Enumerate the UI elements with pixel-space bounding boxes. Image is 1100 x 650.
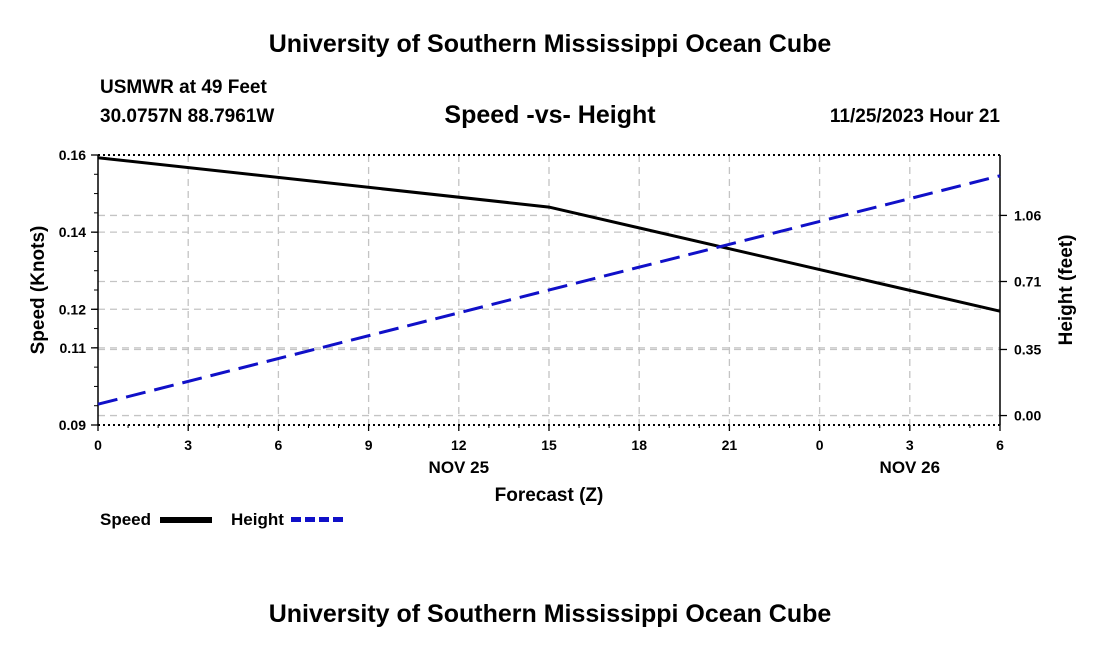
x-tick-label: 6	[275, 437, 283, 453]
forecast-date: 11/25/2023 Hour 21	[829, 106, 1000, 127]
speed-height-chart: 0 3 6 9 12 15 18 21 0 3 6 NOV 25 NOV 26 Forecast (Z) 0…	[28, 147, 1077, 506]
footer-title: University of Southern Mississippi Ocean…	[268, 600, 832, 628]
x-tick-label: 9	[365, 437, 373, 453]
right-tick-label: 0.35	[1014, 341, 1041, 357]
x-tick-label: 15	[541, 437, 557, 453]
legend-speed-label: Speed	[100, 510, 152, 529]
series-line-height	[97, 174, 1001, 406]
right-axis-title: Height (feet)	[1056, 235, 1077, 346]
main-title: University of Southern Mississippi Ocean…	[268, 30, 832, 58]
x-tick-label: 18	[631, 437, 647, 453]
right-tick-label: 0.00	[1014, 408, 1041, 424]
station-name: USMWR at 49 Feet	[100, 77, 267, 98]
legend-height-swatch	[291, 517, 343, 522]
right-tick-label: 1.06	[1014, 207, 1041, 223]
left-tick-label: 0.12	[59, 301, 86, 317]
x-date-label: NOV 26	[880, 458, 940, 477]
left-tick-label: 0.16	[59, 147, 86, 163]
left-tick-label: 0.09	[59, 417, 86, 433]
series-line-speed	[97, 156, 1001, 313]
x-tick-label: 3	[906, 437, 914, 453]
x-tick-label: 3	[184, 437, 192, 453]
x-tick-label: 12	[451, 437, 467, 453]
x-tick-label: 0	[94, 437, 102, 453]
right-tick-label: 0.71	[1014, 274, 1041, 290]
station-coords: 30.0757N 88.7961W	[100, 106, 275, 127]
x-tick-label: 21	[722, 437, 738, 453]
left-tick-label: 0.11	[60, 340, 87, 356]
x-axis-title: Forecast (Z)	[495, 485, 604, 506]
x-tick-label: 0	[816, 437, 824, 453]
chart-subtitle: Speed -vs- Height	[444, 101, 656, 129]
x-tick-label: 6	[996, 437, 1004, 453]
left-axis-title: Speed (Knots)	[28, 226, 49, 355]
left-tick-label: 0.14	[59, 224, 86, 240]
x-date-label: NOV 25	[429, 458, 489, 477]
legend-speed-swatch	[160, 517, 212, 523]
legend-height-label: Height	[231, 510, 284, 529]
